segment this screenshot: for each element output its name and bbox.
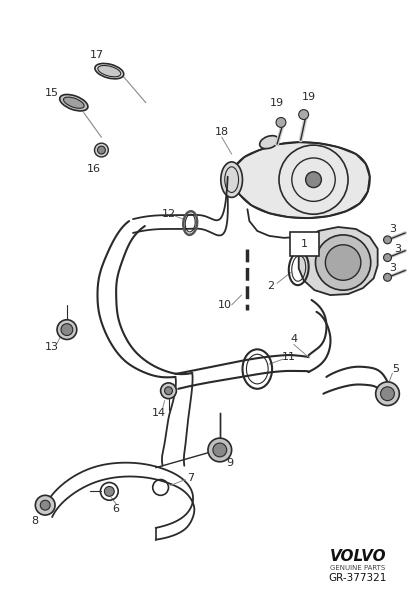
Text: VOLVO: VOLVO — [330, 549, 386, 564]
Circle shape — [97, 146, 105, 154]
Text: 19: 19 — [270, 98, 284, 108]
Ellipse shape — [221, 162, 242, 197]
Polygon shape — [299, 227, 378, 295]
Text: 15: 15 — [45, 88, 59, 98]
Circle shape — [326, 245, 361, 280]
Ellipse shape — [63, 97, 84, 108]
Text: 8: 8 — [31, 516, 38, 526]
Circle shape — [61, 324, 73, 335]
Text: GENUINE PARTS: GENUINE PARTS — [330, 566, 386, 572]
Text: GR-377321: GR-377321 — [329, 573, 387, 583]
Circle shape — [376, 382, 399, 406]
Circle shape — [299, 109, 309, 120]
Circle shape — [161, 383, 176, 398]
Text: 14: 14 — [152, 409, 166, 418]
Ellipse shape — [95, 64, 124, 79]
Text: 3: 3 — [389, 224, 396, 234]
Text: 17: 17 — [90, 50, 104, 60]
Circle shape — [381, 387, 395, 401]
Text: 1: 1 — [301, 239, 308, 249]
Circle shape — [208, 438, 232, 462]
Circle shape — [35, 495, 55, 515]
FancyBboxPatch shape — [290, 232, 319, 255]
Text: 19: 19 — [302, 92, 316, 102]
Text: 12: 12 — [162, 209, 175, 219]
Text: 9: 9 — [226, 458, 233, 468]
Circle shape — [164, 387, 173, 395]
Text: 6: 6 — [113, 504, 120, 514]
Text: 4: 4 — [290, 335, 297, 344]
Circle shape — [276, 118, 286, 127]
Circle shape — [383, 236, 391, 244]
Circle shape — [316, 235, 371, 290]
Text: 7: 7 — [187, 472, 194, 483]
Text: 11: 11 — [282, 352, 296, 362]
Ellipse shape — [260, 136, 279, 148]
Text: 5: 5 — [392, 364, 399, 374]
Circle shape — [40, 500, 50, 510]
Circle shape — [95, 143, 109, 157]
Circle shape — [57, 320, 77, 340]
Text: 18: 18 — [215, 127, 229, 137]
Circle shape — [213, 443, 227, 457]
Circle shape — [306, 172, 321, 188]
Ellipse shape — [60, 94, 88, 111]
Circle shape — [383, 273, 391, 281]
Ellipse shape — [98, 66, 121, 77]
Text: 13: 13 — [45, 343, 59, 352]
Polygon shape — [230, 142, 370, 218]
Circle shape — [104, 486, 114, 496]
Text: 2: 2 — [268, 281, 275, 291]
Text: 10: 10 — [218, 300, 232, 310]
Text: 3: 3 — [394, 244, 401, 254]
Circle shape — [383, 254, 391, 261]
Text: 3: 3 — [389, 263, 396, 273]
Text: 16: 16 — [87, 164, 101, 174]
